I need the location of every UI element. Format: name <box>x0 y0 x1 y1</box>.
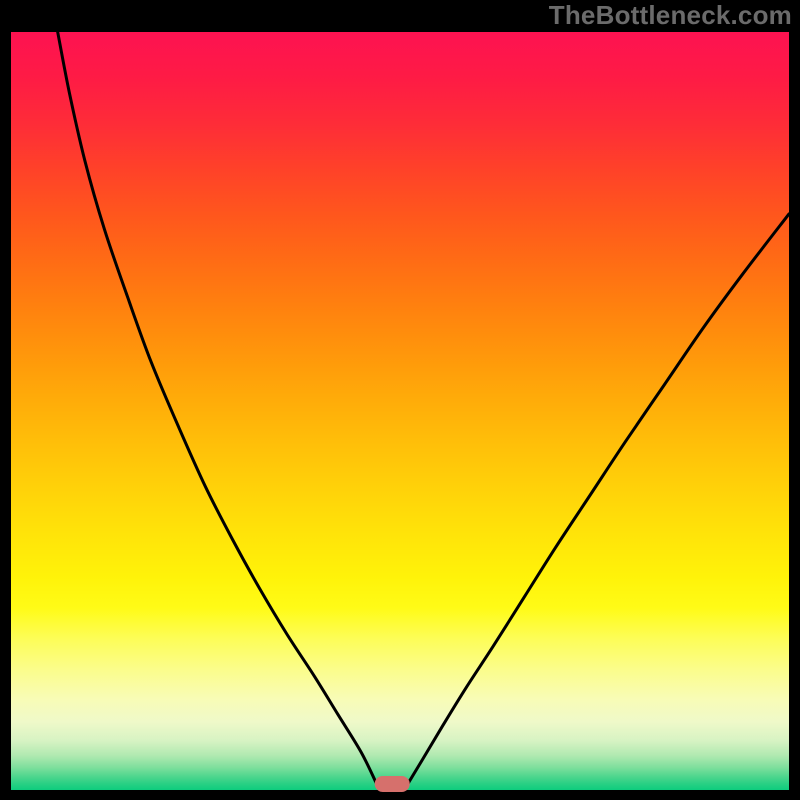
watermark-text: TheBottleneck.com <box>549 0 792 31</box>
optimal-point-marker <box>375 776 409 791</box>
plot-background <box>11 32 789 790</box>
chart-stage: TheBottleneck.com <box>0 0 800 800</box>
chart-svg <box>0 0 800 800</box>
